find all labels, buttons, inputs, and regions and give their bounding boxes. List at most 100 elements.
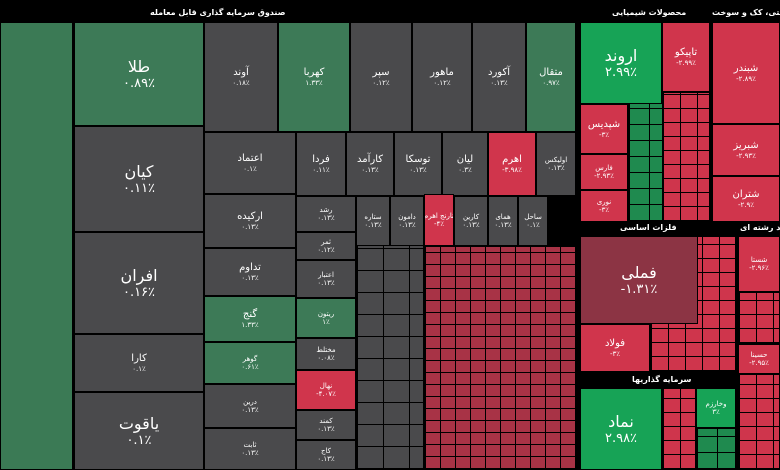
tile: کارا ۰.۱٪ [74, 334, 204, 392]
tile-value: ۰.۱٪ [526, 221, 540, 229]
tile: اولیکس ۰.۱۳٪ [536, 132, 576, 196]
tile-name: فارس [595, 163, 613, 172]
tile-value: -۲.۹۹٪ [676, 58, 696, 67]
tile: ثمر ۰.۱۲٪ [296, 232, 356, 260]
tile-name: کارا [131, 352, 147, 364]
tile-value: ۰.۸۹٪ [122, 75, 156, 91]
tile: فولاد -۳٪ [580, 324, 650, 372]
tile: شپدیس -۳٪ [580, 104, 628, 154]
tile-value: ۰.۱۳٪ [547, 164, 565, 172]
tile-value: ۱.۳۳٪ [305, 78, 323, 87]
tile: نهال -۴.۰۷٪ [296, 370, 356, 410]
tile: شبریز -۲.۹۳٪ [712, 124, 780, 176]
section-title: سرمایه گذاریها [632, 375, 692, 384]
tile: کهربا ۱.۳۳٪ [278, 22, 350, 132]
filler [696, 428, 736, 470]
tile: اروند ۲.۹۹٪ [580, 22, 662, 104]
tile-name: نوری [596, 197, 612, 206]
section-title: چند رشته ای [740, 223, 780, 232]
tile-value: ۰.۱۳٪ [241, 406, 259, 414]
tile: نوری -۳٪ [580, 190, 628, 222]
tile-name: اولیکس [544, 155, 568, 164]
tile-name: ثمر [321, 237, 331, 246]
tile: کارآمد ۰.۱۳٪ [346, 132, 394, 196]
tile: شتران -۲.۹٪ [712, 176, 780, 222]
tile-name: ارکیده [237, 210, 263, 222]
tile-value: -۴٪ [433, 220, 445, 228]
filler [424, 246, 576, 470]
tile-name: همای [495, 212, 511, 221]
tile-name: اعتماد [237, 152, 263, 164]
tile: فملی -۱.۳۱٪ [580, 236, 698, 324]
tile: آکورد ۰.۱۳٪ [472, 22, 526, 132]
tile-value: ۰.۱۳٪ [361, 165, 379, 174]
tile-value: -۴.۰۷٪ [316, 390, 336, 398]
tile-value: ۰.۱۳٪ [364, 221, 382, 229]
tile-value: ۰.۱۳٪ [494, 221, 512, 229]
tile: کمند ۰.۱۳٪ [296, 410, 356, 440]
tile-value: ۰.۱۳٪ [241, 273, 259, 282]
tile-name: توسکا [405, 153, 431, 165]
tile-name: آکورد [488, 66, 510, 78]
tile-value: -۳.۹۸٪ [502, 165, 522, 174]
filler [662, 388, 696, 470]
tile-name: اعتبار [318, 270, 334, 279]
tile-value: -۲.۹٪ [737, 200, 755, 209]
tile-name: کارآمد [356, 153, 384, 165]
tile-name: رشد [319, 205, 333, 214]
tile-name: کارین [462, 212, 480, 221]
tile: گنج ۱.۳۳٪ [204, 296, 296, 342]
tile-value: -۱.۳۱٪ [620, 281, 658, 297]
tile: تارنج اهرم -۴٪ [424, 194, 454, 246]
tile-value: ۰.۱۳٪ [317, 455, 335, 463]
tile: گوهر ۰.۶۱٪ [204, 342, 296, 384]
tile-name: وخارزم [705, 399, 727, 408]
tile-name: ریتون [317, 309, 335, 318]
tile: تاپیکو -۲.۹۹٪ [662, 22, 710, 92]
tile-value: ۰.۱٪ [243, 164, 257, 173]
tile-name: تارنج اهرم [424, 211, 454, 220]
section-title: نفتی، کک و سوخت [712, 8, 780, 17]
tile-value: ۰.۱۳٪ [409, 165, 427, 174]
tile-name: ساحل [524, 212, 542, 221]
tile-value: ۲.۹۸٪ [604, 430, 638, 446]
tile: وخارزم ۳٪ [696, 388, 736, 428]
tile-value: ۰.۱۱٪ [312, 165, 330, 174]
tile: فردا ۰.۱۱٪ [296, 132, 346, 196]
tile-name: ثابت [243, 440, 257, 449]
tile-name: شتران [732, 188, 760, 200]
tile-name: آوند [233, 66, 249, 78]
tile-name: متقال [539, 66, 563, 78]
tile: ارکیده ۰.۱۳٪ [204, 194, 296, 248]
tile: اعتماد ۰.۱٪ [204, 132, 296, 194]
tile-value: ۰.۱۳٪ [490, 78, 508, 87]
tile: کیان ۰.۱۱٪ [74, 126, 204, 232]
tile-name: حسینا [750, 350, 768, 359]
filler [738, 292, 780, 344]
tile-name: سپر [372, 66, 390, 78]
tile: همای ۰.۱۳٪ [488, 196, 518, 246]
tile-name: اهرم [502, 153, 522, 165]
tile-name: اروند [604, 45, 638, 65]
tile-name: کهربا [303, 66, 325, 78]
section-title: فلزات اساسی [620, 223, 677, 232]
tile: ماهور ۰.۱۲٪ [412, 22, 472, 132]
tile-value: -۳٪ [609, 349, 621, 358]
tile-value: ۲.۹۹٪ [604, 64, 638, 80]
tile: شستا -۲.۹۶٪ [738, 236, 780, 292]
tile-name: تداوم [239, 261, 261, 273]
tile: متقال ۰.۹۷٪ [526, 22, 576, 132]
tile-value: ۰.۱۲٪ [433, 78, 451, 87]
tile-value: ۰.۱۱٪ [122, 180, 156, 196]
tile-value: ۰.۱۳٪ [241, 449, 259, 457]
tile-value: ۰.۳٪ [458, 165, 472, 174]
tile-value: -۲.۹۶٪ [749, 264, 769, 272]
tile-value: ۰.۱۳٪ [462, 221, 480, 229]
tile: شبندر -۲.۸۹٪ [712, 22, 780, 124]
tile-value: ۳٪ [712, 408, 720, 416]
tile-value: ۰.۱۳٪ [398, 221, 416, 229]
tile: فارس -۲.۹۳٪ [580, 154, 628, 190]
tile: تداوم ۰.۱۳٪ [204, 248, 296, 296]
tile: افران ۰.۱۶٪ [74, 232, 204, 334]
